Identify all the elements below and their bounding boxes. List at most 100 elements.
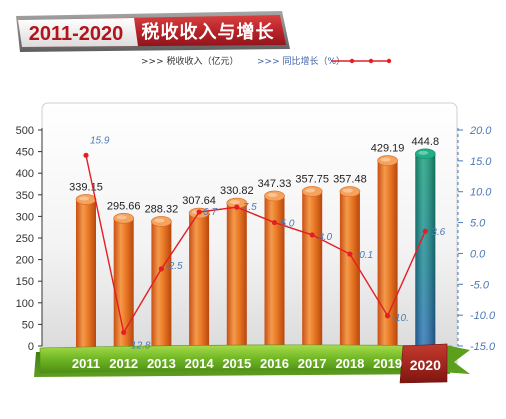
growth-value-label: 15.9 xyxy=(90,135,110,146)
y-right-tick-label: -5.0 xyxy=(470,279,490,291)
y-left-tick-label: 150 xyxy=(16,276,34,288)
growth-point xyxy=(309,232,315,238)
y-right-tick-label: -10.0 xyxy=(470,310,496,322)
growth-value-label: 3.6 xyxy=(431,227,445,238)
x-tick-label: 2017 xyxy=(298,356,327,371)
growth-line xyxy=(85,155,426,335)
header-title: 税收收入与增长 xyxy=(142,21,275,43)
bar-cap-highlight xyxy=(116,215,127,220)
growth-point xyxy=(385,313,391,319)
bar-cap-highlight xyxy=(79,196,89,201)
bar-cap xyxy=(414,148,436,160)
x-tick-label: 2015 xyxy=(222,356,251,371)
bar-shade xyxy=(415,153,436,350)
bar xyxy=(414,148,436,350)
y-left-tick-label: 200 xyxy=(16,255,34,267)
x-tick-label: 2014 xyxy=(185,356,215,371)
line-value-labels: 15.9 -12.8 -2.5 6.7 7.5 5.0 3.0 -0.1 -10. 3.6 xyxy=(90,135,446,351)
header-year-box xyxy=(18,18,138,47)
y-left-tick-label: 250 xyxy=(16,233,34,245)
bar-value-label: 429.19 xyxy=(371,143,405,155)
bar-cap-highlight xyxy=(305,188,316,193)
growth-point xyxy=(422,228,428,234)
legend-line-series: >>> 同比增长（%） xyxy=(257,55,345,67)
bar-cap-highlight xyxy=(267,192,278,197)
bar-cap xyxy=(151,216,172,227)
legend-line-swatch xyxy=(331,58,392,64)
bar-value-label: 330.82 xyxy=(220,185,254,197)
x-tick-label: 2016 xyxy=(260,356,289,371)
bar-value-label: 307.64 xyxy=(182,195,216,207)
x-tick-label: 2011 xyxy=(72,356,100,371)
bar xyxy=(113,212,134,350)
x-axis-ribbon xyxy=(34,344,470,377)
bar xyxy=(264,190,285,350)
bar-value-label: 347.33 xyxy=(258,178,292,190)
growth-point xyxy=(121,329,127,336)
bar-value-label: 288.32 xyxy=(145,203,179,215)
y-left-tick-label: 0 xyxy=(28,341,34,353)
x-tick-label: 2020 xyxy=(410,357,441,373)
growth-value-label: 5.0 xyxy=(281,219,295,230)
y-right-tick-label: 10.0 xyxy=(470,187,492,199)
bar-cap xyxy=(377,155,398,166)
growth-point xyxy=(347,251,353,257)
y-left-tick-label: 100 xyxy=(16,298,34,310)
y-left-tick-label: 300 xyxy=(16,211,34,223)
bar xyxy=(226,197,248,350)
growth-value-label: -10. xyxy=(392,313,409,324)
y-axis-left: 0 50 100 150 200 250 300 350 400 450 500 xyxy=(16,125,42,353)
x-tick-label: 2019 xyxy=(373,356,402,371)
legend-bar-series: >>> 税收收入（亿元） xyxy=(141,55,238,67)
bar-series xyxy=(75,148,436,350)
y-left-tick-label: 50 xyxy=(22,319,34,331)
x-tick-label: 2018 xyxy=(335,356,364,371)
growth-value-label: 3.0 xyxy=(318,232,332,243)
bar-body xyxy=(76,199,96,350)
growth-point xyxy=(83,152,89,158)
bar-cap xyxy=(339,186,361,197)
y-left-tick-label: 500 xyxy=(16,125,34,137)
bar xyxy=(151,216,172,350)
x-axis-highlight xyxy=(399,343,448,384)
bar-cap xyxy=(301,186,323,197)
bar-cap xyxy=(113,212,134,224)
bar xyxy=(188,207,210,350)
bar-cap-highlight xyxy=(380,157,391,162)
bar-cap-highlight xyxy=(418,150,429,155)
bar-body xyxy=(302,191,323,350)
bar xyxy=(301,186,323,350)
growth-value-label: -0.1 xyxy=(356,250,373,261)
line-series xyxy=(83,152,428,336)
y-right-tick-label: -15.0 xyxy=(470,341,496,353)
bar-value-label: 339.15 xyxy=(69,181,103,193)
bar-value-label: 357.75 xyxy=(295,173,329,185)
growth-point xyxy=(234,204,240,210)
header-year-range: 2011-2020 xyxy=(29,23,124,45)
x-axis: 2011 2012 2013 2014 2015 2016 2017 2018 2019 2020 xyxy=(72,356,441,373)
y-left-tick-label: 400 xyxy=(16,168,34,180)
growth-point xyxy=(158,266,164,272)
y-right-tick-label: 5.0 xyxy=(470,218,486,230)
growth-point xyxy=(271,219,278,226)
bar-body xyxy=(226,203,247,350)
bar-cap-highlight xyxy=(229,200,240,205)
bar-cap xyxy=(264,190,285,202)
bar-body xyxy=(339,191,360,350)
growth-value-label: -12.8 xyxy=(128,340,151,351)
bar-body xyxy=(189,213,210,350)
bar-value-label: 357.48 xyxy=(333,174,367,186)
bar-value-label: 444.8 xyxy=(412,136,440,148)
bar xyxy=(75,194,97,350)
y-left-tick-label: 350 xyxy=(16,190,34,202)
y-right-tick-label: 15.0 xyxy=(470,156,492,168)
x-tick-label: 2012 xyxy=(109,356,138,371)
growth-value-label: 7.5 xyxy=(243,202,257,213)
header-banner: 2011-2020 税收收入与增长 xyxy=(16,11,290,52)
legend: >>> 税收收入（亿元） >>> 同比增长（%） xyxy=(141,55,392,67)
y-right-tick-label: 20.0 xyxy=(469,125,492,137)
bar-cap-highlight xyxy=(154,218,165,223)
bar-body xyxy=(264,195,285,350)
